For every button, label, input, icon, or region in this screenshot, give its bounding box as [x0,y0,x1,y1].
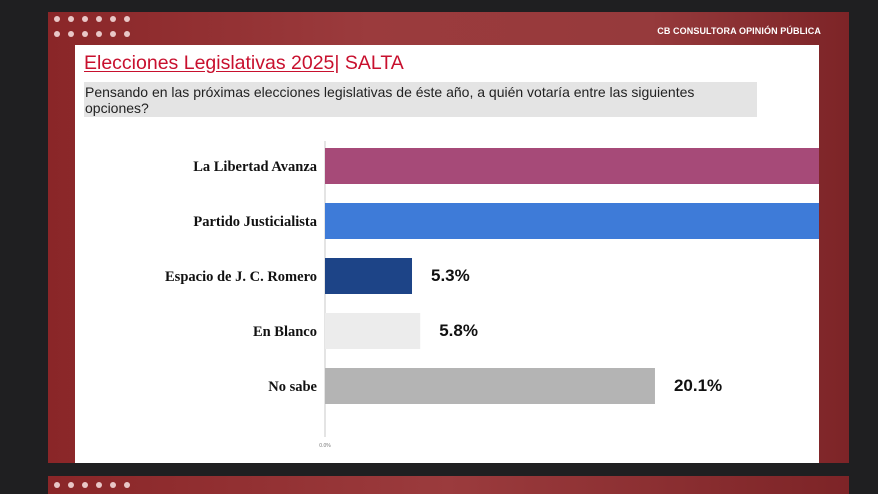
bar-2 [325,203,819,239]
bar-3 [325,258,413,294]
slide: CB CONSULTORA OPINIÓN PÚBLICA Elecciones… [48,12,849,463]
next-slide-strip [48,476,849,494]
content-panel: Elecciones Legislativas 2025| SALTA Pens… [75,45,819,463]
x-tick-label: 0.0% [319,443,331,449]
brand-label: CB CONSULTORA OPINIÓN PÚBLICA [657,26,821,36]
dot-grid-icon [54,16,131,37]
data-label: 20.1% [674,376,722,395]
bar-1 [325,148,819,184]
category-label: La Libertad Avanza [193,159,318,175]
survey-question: Pensando en las próximas elecciones legi… [84,82,757,117]
bar-5 [325,368,655,404]
data-label: 5.8% [439,321,478,340]
title-main: Elecciones Legislativas 2025| [84,52,340,74]
bar-chart: La Libertad Avanza37.9%Partido Justicial… [165,141,819,449]
bar-4 [325,313,421,349]
chevron-pattern-icon [848,392,849,463]
category-label: En Blanco [253,324,317,340]
category-label: Partido Justicialista [193,214,317,230]
category-label: No sabe [268,379,317,395]
page-title: Elecciones Legislativas 2025| SALTA [84,52,404,75]
data-label: 5.3% [431,266,470,285]
dot-row-icon [54,482,131,488]
title-region: SALTA [339,52,404,74]
category-label: Espacio de J. C. Romero [165,269,317,285]
